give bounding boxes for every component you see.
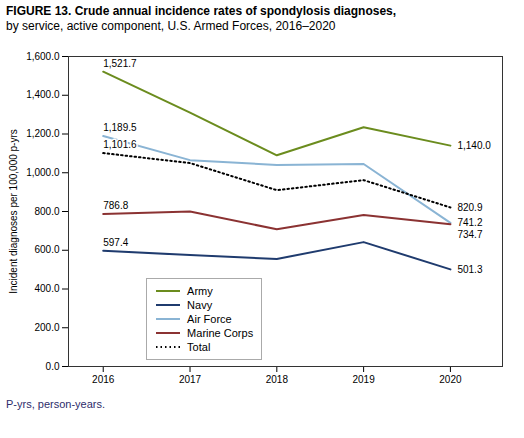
svg-text:1,600.0: 1,600.0: [26, 51, 60, 62]
svg-text:2018: 2018: [266, 374, 289, 385]
html-text:Army: Army: [187, 285, 213, 297]
svg-text:820.9: 820.9: [457, 202, 482, 213]
svg-text:400.0: 400.0: [34, 283, 59, 294]
html-text:FIGURE 13. Crude annual incide: FIGURE 13. Crude annual incidence rates …: [6, 4, 397, 18]
svg-text:800.0: 800.0: [34, 206, 59, 217]
svg-text:2020: 2020: [439, 374, 462, 385]
svg-text:200.0: 200.0: [34, 322, 59, 333]
html-text:by service, active component,: by service, active component, U.S. Armed…: [6, 19, 336, 33]
svg-text:786.8: 786.8: [103, 200, 128, 211]
html-text:Navy: Navy: [187, 299, 213, 311]
html-text:P-yrs, person-years.: P-yrs, person-years.: [6, 398, 105, 410]
svg-text:2019: 2019: [352, 374, 375, 385]
svg-text:1,101.6: 1,101.6: [103, 139, 137, 150]
svg-text:501.3: 501.3: [457, 264, 482, 275]
svg-text:Incident diagnoses per 100,000: Incident diagnoses per 100,000 p-yrs: [8, 129, 19, 294]
svg-text:741.2: 741.2: [457, 217, 482, 228]
svg-text:1,521.7: 1,521.7: [103, 58, 137, 69]
html-text:Air Force: Air Force: [187, 313, 232, 325]
html-text:Total: Total: [187, 341, 211, 353]
svg-text:734.7: 734.7: [457, 229, 482, 240]
svg-text:2017: 2017: [179, 374, 202, 385]
svg-text:600.0: 600.0: [34, 244, 59, 255]
svg-text:1,200.0: 1,200.0: [26, 128, 60, 139]
html-text:Marine Corps: Marine Corps: [187, 327, 254, 339]
svg-text:0.0: 0.0: [46, 361, 60, 372]
svg-text:1,189.5: 1,189.5: [103, 122, 137, 133]
svg-text:1,000.0: 1,000.0: [26, 167, 60, 178]
svg-text:2016: 2016: [92, 374, 115, 385]
svg-text:597.4: 597.4: [103, 237, 128, 248]
svg-text:1,400.0: 1,400.0: [26, 89, 60, 100]
svg-text:1,140.0: 1,140.0: [457, 140, 491, 151]
